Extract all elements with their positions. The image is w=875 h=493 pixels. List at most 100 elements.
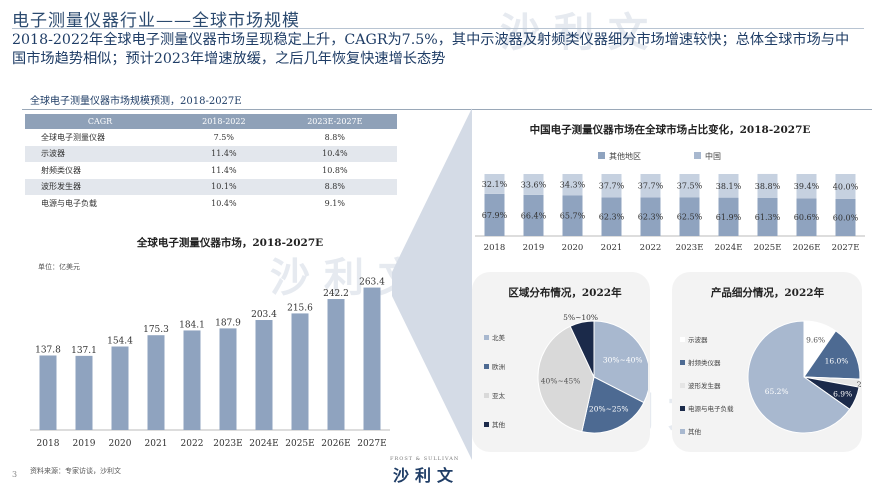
product-pie-chart: 9.6% 16.0% 2.3% 6.9% 65.2% 示波器射频类仪器波形发生器电源与电子… [680,320,862,436]
bar [327,299,345,430]
data-label: 32.1% [482,180,508,189]
connector-shape [392,108,472,460]
data-label: 37.7% [638,182,664,191]
x-tick-label: 2024E [249,439,278,449]
table-header: 2018-2022 [175,114,273,129]
bar [255,320,273,430]
data-label: 38.8% [755,182,781,191]
data-label: 33.6% [521,180,547,189]
bar [219,328,237,430]
legend-label: 中国 [705,151,721,161]
data-label: 39.4% [794,182,820,191]
x-tick-label: 2018 [484,243,506,253]
stacked-bar-china [757,173,778,198]
pie-slice [581,376,645,434]
data-label: 34.3% [560,181,586,190]
table-header-row: CAGR 2018-2022 2023E-2027E [25,114,397,129]
data-label: 62.5% [677,213,703,222]
stacked-bar-other [718,197,739,236]
stacked-bar-china [640,174,661,198]
data-label: 60.0% [833,213,859,222]
legend-swatch [598,152,605,159]
legend-swatch [694,152,701,159]
table-cell: 8.8% [272,178,397,195]
table-cell: 全球电子测量仪器 [41,132,105,142]
data-label: 60.6% [794,213,820,222]
stacked-bar-china [835,174,856,199]
slice-label: 40%~45% [541,377,581,386]
legend-label: 其他地区 [609,151,641,161]
slice-label: 6.9% [833,389,852,398]
stacked-bar-china [718,174,739,198]
legend-label: 北美 [492,333,506,342]
brand-logo: 沙利文 [393,466,460,485]
china-share-chart-title: 中国电子测量仪器市场在全球市场占比变化，2018-2027E [529,124,811,136]
x-tick-label: 2020 [109,439,132,449]
slice-label: 5%~10% [563,313,598,322]
x-tick-label: 2025E [285,439,314,449]
table-cell: 8.8% [324,132,345,142]
stacked-bar-china [523,174,544,195]
global-market-bar-chart: 137.8 2018 137.1 2019 154.4 2020 175.3 2021 184.… [30,278,390,449]
legend-swatch [484,393,489,398]
pie-slice [747,320,851,434]
x-tick-label: 2022 [181,439,204,449]
brand-subtitle: FROST & SULLIVAN [390,456,460,462]
section-divider [22,109,872,110]
table-cell: 示波器 [25,145,175,162]
table-row: 射频类仪器 11.4% 10.8% [25,162,397,179]
bar [363,287,381,430]
legend-label: 亚太 [492,391,506,400]
stacked-bar-other [523,194,544,236]
pie-slice [803,330,861,380]
region-pie-title: 区域分布情况，2022年 [508,287,622,299]
data-label: 61.3% [755,213,781,222]
x-tick-label: 2019 [523,243,545,253]
slice-label: 2.3% [857,380,862,389]
china-share-stacked-chart: 其他地区 中国 67.9% 32.1% 2018 66.4% 33.6% 2019 65.7% 3… [475,151,865,253]
table-cell: 电源与电子负载 [41,198,97,208]
x-tick-label: 2022 [640,243,662,253]
legend-label: 欧洲 [492,362,505,371]
table-row: 全球电子测量仪器 7.5% 8.8% [25,129,397,146]
data-label: 67.9% [482,211,508,220]
legend-swatch [484,364,489,369]
x-tick-label: 2020 [562,243,584,253]
slice-label: 16.0% [825,357,849,366]
data-label: 263.4 [359,278,385,288]
table-row: 波形发生器 10.1% 8.8% [25,178,397,195]
stacked-bar-other [757,197,778,236]
stacked-bar-china [484,174,505,194]
bar [111,346,129,430]
table-cell: 7.5% [213,132,234,142]
legend-swatch [680,406,685,411]
slice-label: 30%~40% [603,355,643,364]
slice-label: 9.6% [806,336,825,345]
legend-label: 示波器 [688,335,708,344]
pie-slice [537,325,595,433]
bar [147,335,165,430]
bar [183,330,201,430]
x-tick-label: 2025E [754,243,782,253]
legend-swatch [484,335,489,340]
legend-label: 其他 [492,420,506,429]
legend-swatch [484,422,489,427]
x-tick-label: 2023E [676,243,704,253]
product-pie-title: 产品细分情况，2022年 [710,287,825,299]
table-row: 示波器 11.4% 10.4% [25,145,397,162]
x-tick-label: 2019 [73,439,96,449]
legend-label: 其他 [688,427,702,436]
stacked-bar-china [679,174,700,198]
table-cell: 10.4% [211,198,237,208]
page-title: 电子测量仪器行业——全球市场规模 [12,11,300,31]
section-label: 全球电子测量仪器市场规模预测，2018-2027E [30,96,242,107]
slice-label: 65.2% [765,387,789,396]
table-header: CAGR [25,114,175,129]
table-cell: 波形发生器 [25,178,175,195]
legend-swatch [680,383,685,388]
x-tick-label: 2021 [601,243,623,253]
stacked-bar-china [601,174,622,198]
x-tick-label: 2023E [213,439,242,449]
data-label: 37.7% [599,182,625,191]
